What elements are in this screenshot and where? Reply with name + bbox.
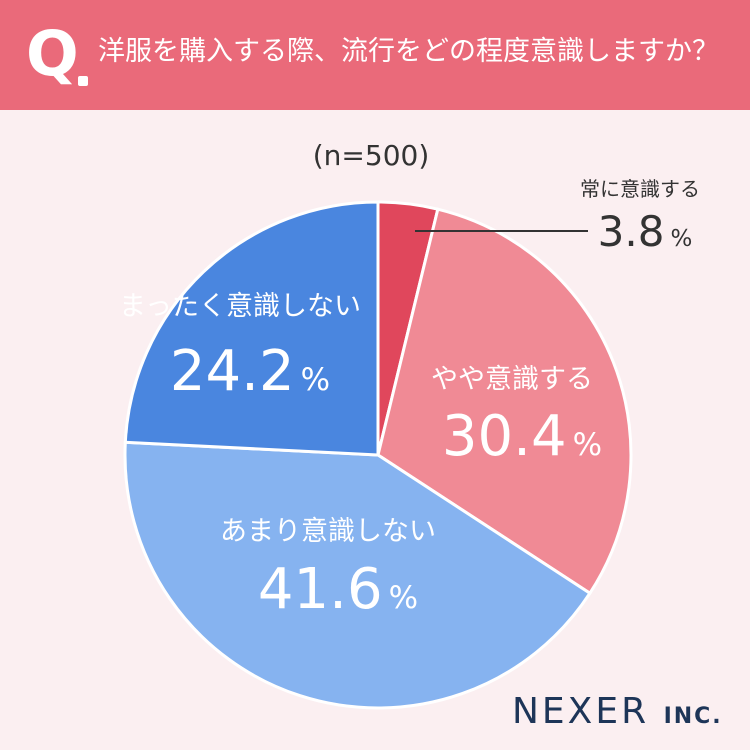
slice-percent-2: 41.6%: [258, 557, 418, 622]
question-text: 洋服を購入する際、流行をどの程度意識しますか？: [98, 36, 719, 67]
pie-slice-3: [123, 200, 380, 457]
slice-percent-1: 30.4%: [442, 404, 602, 469]
sample-size-text: (n=500): [312, 139, 430, 172]
pie-labels: 常に意識する 3.8 % やや意識する 30.4 % あまり意識しない 41.6 % まったく意識…: [119, 177, 700, 622]
q-mark: Q: [26, 17, 79, 90]
slice-label-2: あまり意識しない: [220, 516, 436, 547]
q-dot: [78, 76, 88, 86]
sample-size: (n=500): [0, 136, 750, 176]
slice-label-1: やや意識する: [431, 364, 593, 395]
nexer-logo: NEXER INC.: [512, 690, 723, 739]
slice-percent-3: 24.2%: [170, 339, 330, 404]
logo-main: NEXER: [512, 691, 650, 732]
pie-slice-2: [123, 440, 592, 710]
slice-label-3: まったく意識しない: [119, 291, 361, 322]
logo-suffix: INC.: [663, 704, 723, 729]
pie-slices: [123, 200, 633, 710]
slice-label-0: 常に意識する: [580, 177, 700, 201]
slice-percent-0: 3.8%: [598, 207, 693, 256]
question-header: Q 洋服を購入する際、流行をどの程度意識しますか？: [0, 0, 750, 110]
